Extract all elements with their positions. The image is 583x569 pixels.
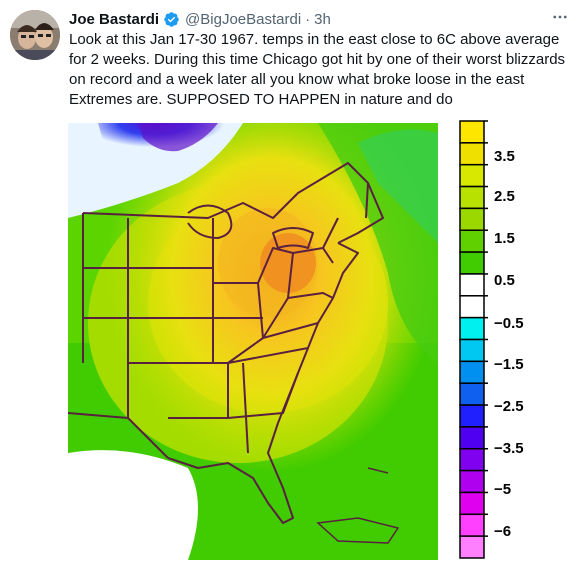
legend-swatch [459,404,485,428]
legend-label: −5 [494,481,512,498]
legend-swatch [459,316,485,341]
legend-swatch [459,163,485,188]
legend-swatch [459,185,485,210]
tweet-timestamp[interactable]: 3h [314,10,331,28]
legend-swatch [459,251,485,275]
legend-swatch [459,295,485,319]
legend-swatch [459,207,485,232]
legend-swatch [459,338,485,363]
color-scale-bar [459,120,488,559]
legend-label: −3.5 [494,440,524,457]
avatar-image [10,10,60,60]
legend-label: −2.5 [494,398,524,415]
legend-swatch [459,491,485,516]
legend-swatch [459,513,485,537]
legend-swatch [459,448,485,472]
legend-label: 2.5 [494,188,515,205]
legend-label: 0.5 [494,272,515,289]
legend-swatch [459,469,485,494]
legend-label: −1.5 [494,356,524,373]
legend-swatch [459,426,485,450]
legend-label: −6 [494,523,512,540]
legend-label: −0.5 [494,315,524,332]
legend-swatch [459,273,485,297]
legend-label: 1.5 [494,230,515,247]
verified-badge-icon [163,11,180,28]
tweet-media-image[interactable]: 3.5 2.5 1.5 0.5 −0.5 −1.5 −2.5 −3.5 −5 −… [68,118,577,565]
legend-swatch [459,360,485,384]
legend-swatch [459,535,485,559]
avatar[interactable] [10,10,60,60]
legend-swatch [459,382,485,406]
more-horizontal-icon[interactable] [549,7,571,27]
display-name[interactable]: Joe Bastardi [69,10,160,28]
legend-swatch [459,120,485,144]
temperature-anomaly-map [68,123,438,560]
legend-swatch [459,142,485,166]
legend-label: 3.5 [494,148,515,165]
separator-dot: · [305,10,311,28]
color-scale-legend: 3.5 2.5 1.5 0.5 −0.5 −1.5 −2.5 −3.5 −5 −… [448,118,577,565]
legend-swatch [459,229,485,253]
tweet-text: Look at this Jan 17-30 1967. temps in th… [69,31,566,108]
user-handle[interactable]: @BigJoeBastardi [185,10,302,28]
tweet-header: Joe Bastardi @BigJoeBastardi · 3h [69,9,571,29]
